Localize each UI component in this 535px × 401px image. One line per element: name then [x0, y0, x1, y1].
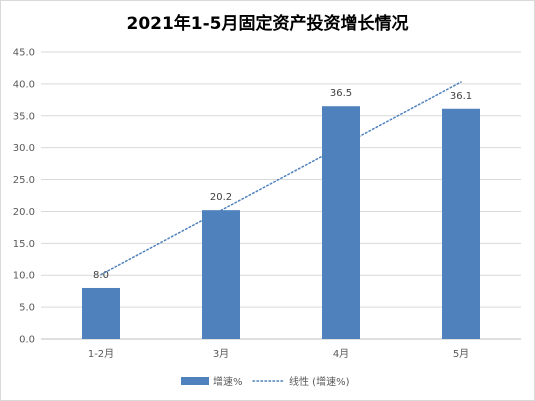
legend-swatch-series [181, 377, 209, 385]
y-tick-label: 25.0 [13, 175, 35, 186]
y-tick-label: 45.0 [13, 48, 35, 59]
legend-label-trendline: 线性 (增速%) [289, 375, 350, 388]
data-label: 36.1 [450, 91, 472, 102]
y-tick-label: 15.0 [13, 239, 35, 250]
bar-1 [82, 287, 120, 339]
legend-label-series: 增速% [213, 375, 243, 388]
y-tick-label: 30.0 [13, 143, 35, 154]
data-label: 20.2 [210, 192, 232, 203]
x-tick-label: 3月 [213, 348, 229, 360]
data-label: 36.5 [330, 88, 352, 99]
bar-2 [202, 210, 240, 339]
trendline [100, 81, 462, 276]
y-tick-label: 10.0 [13, 271, 35, 282]
y-tick-label: 20.0 [13, 207, 35, 218]
bar-4 [442, 108, 480, 339]
y-tick-label: 40.0 [13, 79, 35, 90]
x-tick-label: 5月 [453, 348, 469, 360]
chart-title: 2021年1-5月固定资产投资增长情况 [126, 14, 409, 34]
bar-3 [322, 106, 360, 339]
y-tick-label: 35.0 [13, 111, 35, 122]
data-label: 8.0 [93, 270, 109, 281]
x-tick-label: 4月 [333, 348, 349, 360]
y-tick-label: 5.0 [19, 303, 35, 314]
y-tick-label: 0.0 [19, 335, 35, 346]
x-tick-label: 1-2月 [88, 348, 114, 360]
